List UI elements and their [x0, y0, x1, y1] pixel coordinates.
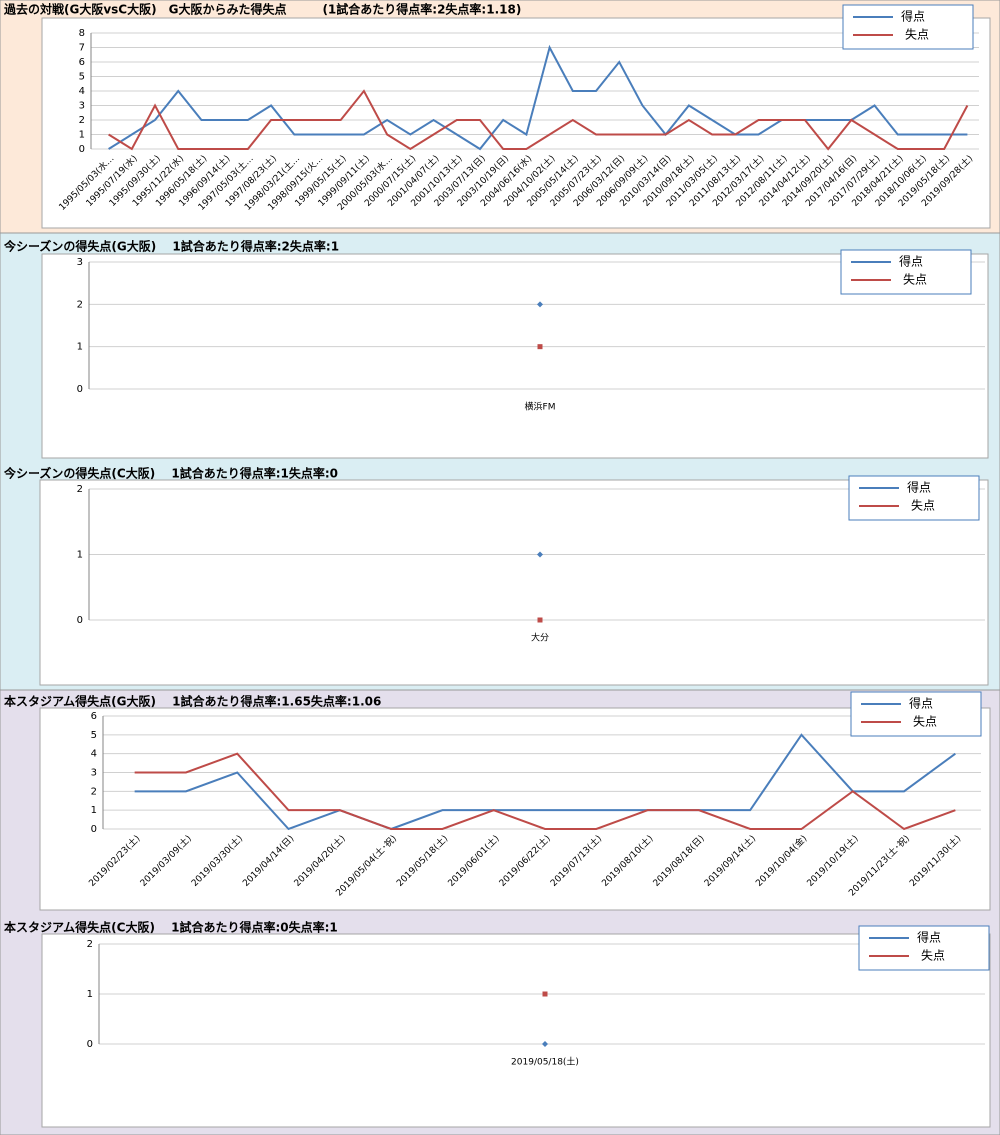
y-tick-label: 0: [91, 824, 97, 835]
legend-label: 得点: [917, 930, 941, 945]
y-tick-label: 5: [79, 72, 85, 83]
chart-box: [41, 17, 991, 229]
y-tick-label: 6: [79, 57, 85, 68]
y-tick-label: 3: [91, 768, 97, 779]
legend-box: [840, 249, 972, 295]
marker: [537, 344, 543, 350]
legend-label: 得点: [909, 696, 933, 711]
y-tick-label: 3: [79, 101, 85, 112]
legend-box: [848, 475, 980, 521]
y-tick-label: 0: [77, 615, 83, 626]
legend-box: [858, 925, 990, 971]
y-tick-label: 2: [79, 115, 85, 126]
legend-box: [842, 4, 974, 50]
series-line: [108, 89, 969, 151]
chart-box: [41, 933, 991, 1128]
y-tick-label: 0: [77, 384, 83, 395]
y-tick-label: 2: [77, 484, 83, 495]
x-tick-label: 2019/05/18(土): [511, 1056, 579, 1068]
legend-label: 失点: [921, 948, 945, 963]
y-tick-label: 0: [79, 144, 85, 155]
series-line: [134, 752, 956, 831]
chart-title: 本スタジアム得失点(C大阪) 1試合あたり得点率:0失点率:1: [4, 920, 338, 935]
y-tick-label: 1: [79, 130, 85, 141]
legend-label: 失点: [913, 714, 937, 729]
chart-title: 本スタジアム得失点(G大阪) 1試合あたり得点率:1.65失点率:1.06: [4, 694, 381, 709]
y-tick-label: 2: [77, 299, 83, 310]
y-tick-label: 1: [77, 342, 83, 353]
y-tick-label: 1: [77, 550, 83, 561]
legend-label: 失点: [911, 498, 935, 513]
series-line: [134, 733, 956, 831]
y-tick-label: 5: [91, 730, 97, 741]
chart-box: [39, 707, 991, 911]
y-tick-label: 6: [91, 711, 97, 722]
y-tick-label: 1: [87, 989, 93, 1000]
chart-box: [39, 479, 989, 686]
y-tick-label: 4: [91, 749, 97, 760]
marker: [542, 1041, 548, 1047]
chart-box: [41, 253, 989, 459]
y-tick-label: 7: [79, 43, 85, 54]
legend-label: 失点: [905, 27, 929, 42]
marker: [542, 991, 548, 997]
chart-title: 過去の対戦(G大阪vsC大阪) G大阪からみた得失点 (1試合あたり得点率:2失…: [3, 2, 521, 17]
marker: [537, 551, 543, 558]
y-tick-label: 2: [87, 939, 93, 950]
chart-title: 今シーズンの得失点(C大阪) 1試合あたり得点率:1失点率:0: [3, 466, 338, 481]
legend-label: 得点: [907, 480, 931, 495]
legend-label: 失点: [903, 272, 927, 287]
marker: [537, 301, 543, 308]
legend-label: 得点: [899, 254, 923, 269]
chart-title: 今シーズンの得失点(G大阪) 1試合あたり得点率:2失点率:1: [3, 239, 339, 254]
legend-label: 得点: [901, 9, 925, 24]
y-tick-label: 8: [79, 28, 85, 39]
y-tick-label: 3: [77, 257, 83, 268]
y-tick-label: 1: [91, 805, 97, 816]
legend-box: [850, 691, 982, 737]
x-tick-label: 横浜FM: [525, 401, 556, 413]
series-line: [108, 44, 968, 151]
y-tick-label: 0: [87, 1039, 93, 1050]
x-tick-label: 大分: [531, 632, 549, 644]
y-tick-label: 2: [91, 786, 97, 797]
marker: [537, 617, 543, 623]
y-tick-label: 4: [79, 86, 85, 97]
